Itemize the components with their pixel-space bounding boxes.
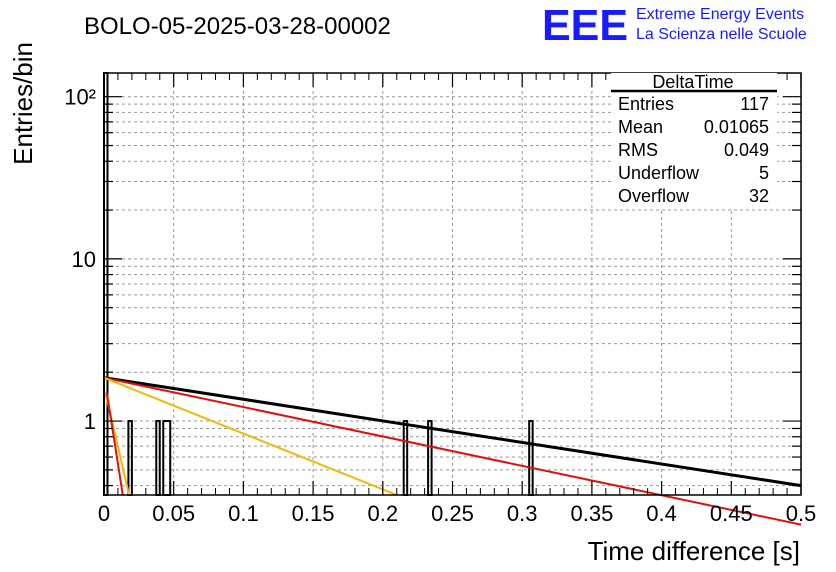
fit-curves (103, 376, 802, 526)
stats-row-label: Mean (618, 117, 663, 137)
fit-curve (103, 376, 802, 488)
stats-row-label: Entries (618, 94, 674, 114)
fit-curve (105, 392, 124, 496)
x-tick-label: 0.5 (786, 501, 817, 526)
x-tick-label: 0.3 (507, 501, 538, 526)
histogram-bar (155, 420, 161, 496)
x-tick-labels: 0 0.05 0.1 0.15 0.2 0.25 0.3 0.35 0.4 0.45 0.5 (98, 501, 816, 526)
x-tick-label: 0.4 (646, 501, 677, 526)
y-tick-label: 10 (72, 247, 96, 272)
stats-row-label: Overflow (618, 186, 690, 206)
histogram-bar (528, 420, 534, 496)
stats-row-value: 32 (749, 186, 769, 206)
x-tick-label: 0.1 (228, 501, 259, 526)
x-tick-label: 0.15 (292, 501, 335, 526)
histogram-bar (427, 420, 433, 496)
fit-curve (103, 376, 398, 496)
y-axis-label: Entries/bin (8, 42, 38, 165)
chart-title: BOLO-05-2025-03-28-00002 (84, 13, 391, 40)
x-tick-label: 0.35 (570, 501, 613, 526)
y-tick-labels: 1 10 10² (64, 85, 96, 434)
stats-row-label: RMS (618, 140, 658, 160)
grid-lines (104, 73, 801, 495)
stats-box: DeltaTime Entries 117 Mean 0.01065 RMS 0.049 U… (611, 72, 777, 208)
x-tick-label: 0 (98, 501, 110, 526)
histogram-bars (103, 72, 534, 496)
logo-line-1: Extreme Energy Events (636, 6, 804, 23)
logo-line-2: La Scienza nelle Scuole (636, 26, 807, 43)
stats-row-label: Underflow (618, 163, 700, 183)
stats-row-value: 0.01065 (704, 117, 769, 137)
fit-curve (103, 376, 802, 526)
stats-row-value: 117 (740, 94, 769, 114)
histogram-bar (127, 420, 133, 496)
stats-row-value: 0.049 (724, 140, 769, 160)
x-tick-label: 0.2 (368, 501, 399, 526)
histogram-bar (402, 420, 409, 496)
x-tick-label: 0.45 (710, 501, 753, 526)
x-tick-label: 0.05 (152, 501, 195, 526)
x-axis-label: Time difference [s] (588, 536, 800, 566)
y-tick-label: 10² (64, 85, 96, 110)
x-tick-label: 0.25 (431, 501, 474, 526)
eee-logo-mark: EEE (542, 1, 628, 50)
stats-title: DeltaTime (652, 72, 733, 92)
stats-row-value: 5 (759, 163, 769, 183)
y-tick-label: 1 (84, 409, 96, 434)
histogram-bar (162, 420, 172, 496)
